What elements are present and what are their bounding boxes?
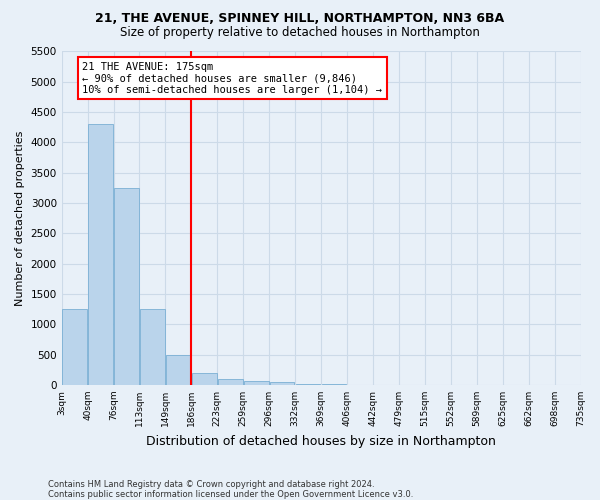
Bar [88, 124, 113, 385]
Bar [62, 309, 87, 385]
Text: Contains HM Land Registry data © Crown copyright and database right 2024.: Contains HM Land Registry data © Crown c… [48, 480, 374, 489]
Bar [192, 373, 217, 385]
Bar [270, 382, 295, 385]
Bar [166, 354, 191, 385]
Bar [322, 384, 346, 385]
Bar [114, 188, 139, 385]
Bar [218, 379, 242, 385]
Text: 21, THE AVENUE, SPINNEY HILL, NORTHAMPTON, NN3 6BA: 21, THE AVENUE, SPINNEY HILL, NORTHAMPTO… [95, 12, 505, 26]
Bar [140, 309, 165, 385]
Text: Contains public sector information licensed under the Open Government Licence v3: Contains public sector information licen… [48, 490, 413, 499]
Text: Size of property relative to detached houses in Northampton: Size of property relative to detached ho… [120, 26, 480, 39]
Y-axis label: Number of detached properties: Number of detached properties [15, 130, 25, 306]
Bar [244, 380, 269, 385]
Bar [296, 384, 320, 385]
X-axis label: Distribution of detached houses by size in Northampton: Distribution of detached houses by size … [146, 434, 496, 448]
Text: 21 THE AVENUE: 175sqm
← 90% of detached houses are smaller (9,846)
10% of semi-d: 21 THE AVENUE: 175sqm ← 90% of detached … [82, 62, 382, 94]
